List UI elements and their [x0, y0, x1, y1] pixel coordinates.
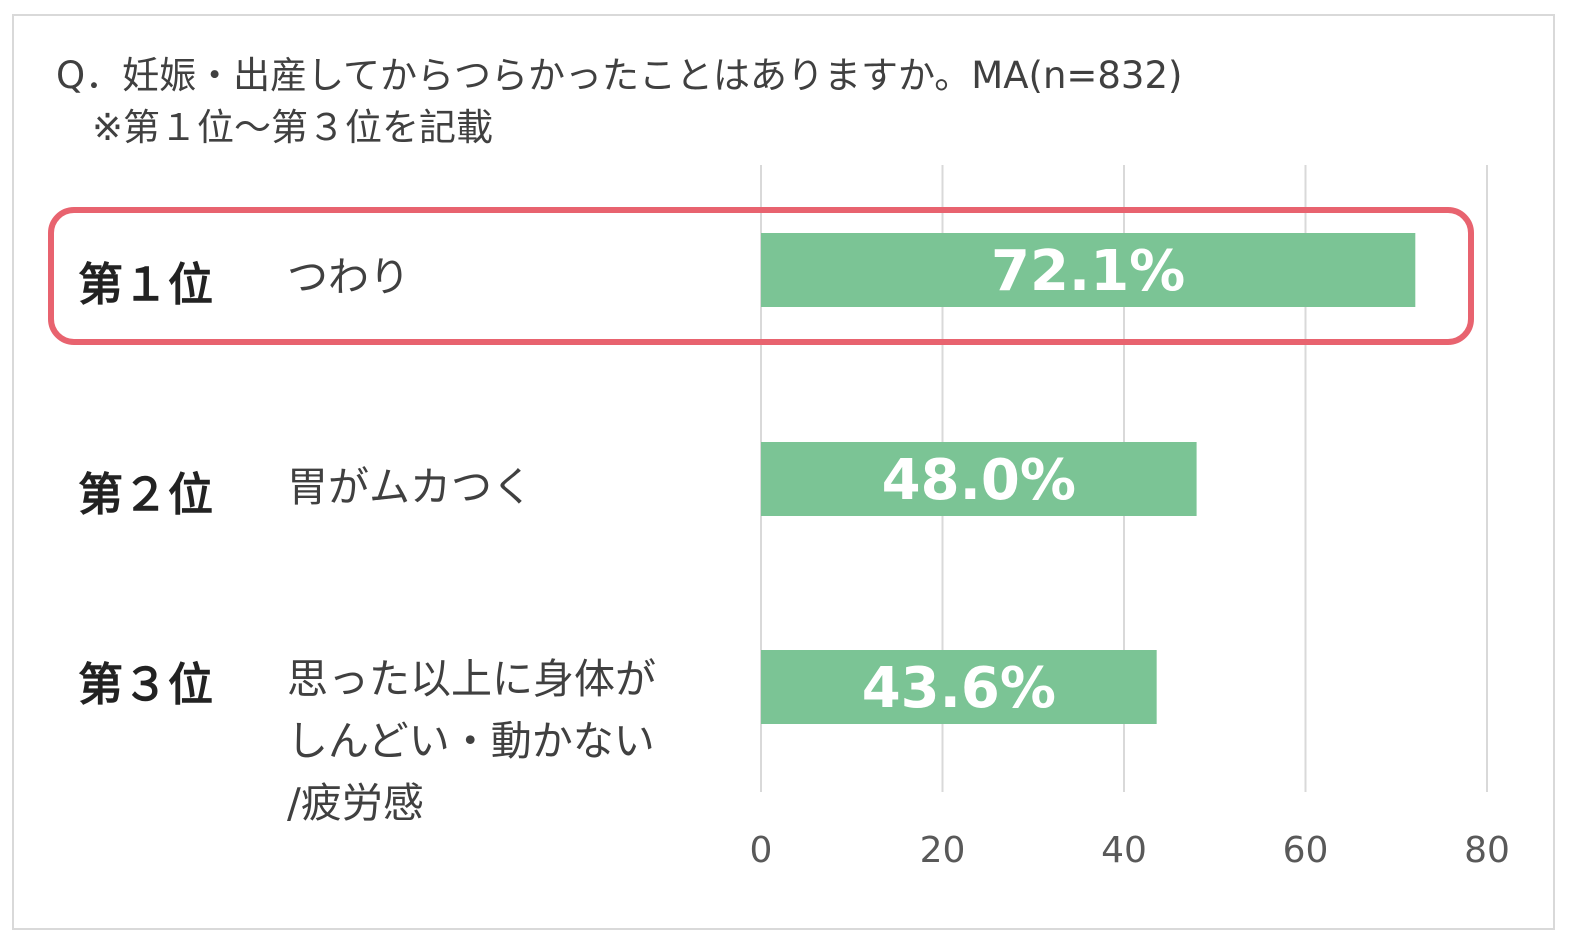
rank-3-item-line-3: /疲労感 [287, 779, 424, 827]
rank-1-label: 第１位 [78, 258, 214, 311]
rank-2-label: 第２位 [78, 468, 214, 521]
rank-3-item-line-2: しんどい・動かない [287, 717, 655, 765]
rank-1-item: つわり [287, 253, 410, 301]
bar-1 [761, 233, 1416, 307]
rank-3-label: 第３位 [78, 658, 214, 711]
rank-1-highlight-box [48, 207, 1474, 345]
rank-3-item-line-1: 思った以上に身体が [287, 655, 656, 703]
bar-value-label-2: 48.0% [882, 448, 1076, 513]
x-tick-label: 20 [920, 830, 966, 871]
x-tick-label: 80 [1464, 830, 1510, 871]
bar-value-label-3: 43.6% [862, 656, 1056, 721]
bar-3 [761, 650, 1157, 724]
x-tick-label: 60 [1283, 830, 1329, 871]
rank-2-item: 胃がムカつく [287, 463, 533, 511]
chart-question: Q．妊娠・出産してからつらかったことはありますか。MA(n=832) [56, 54, 1183, 97]
bar-2 [761, 442, 1197, 516]
x-tick-label: 0 [750, 830, 773, 871]
chart-note: ※第１位～第３位を記載 [92, 106, 494, 149]
x-tick-label: 40 [1101, 830, 1147, 871]
bar-value-label-1: 72.1% [991, 239, 1185, 304]
